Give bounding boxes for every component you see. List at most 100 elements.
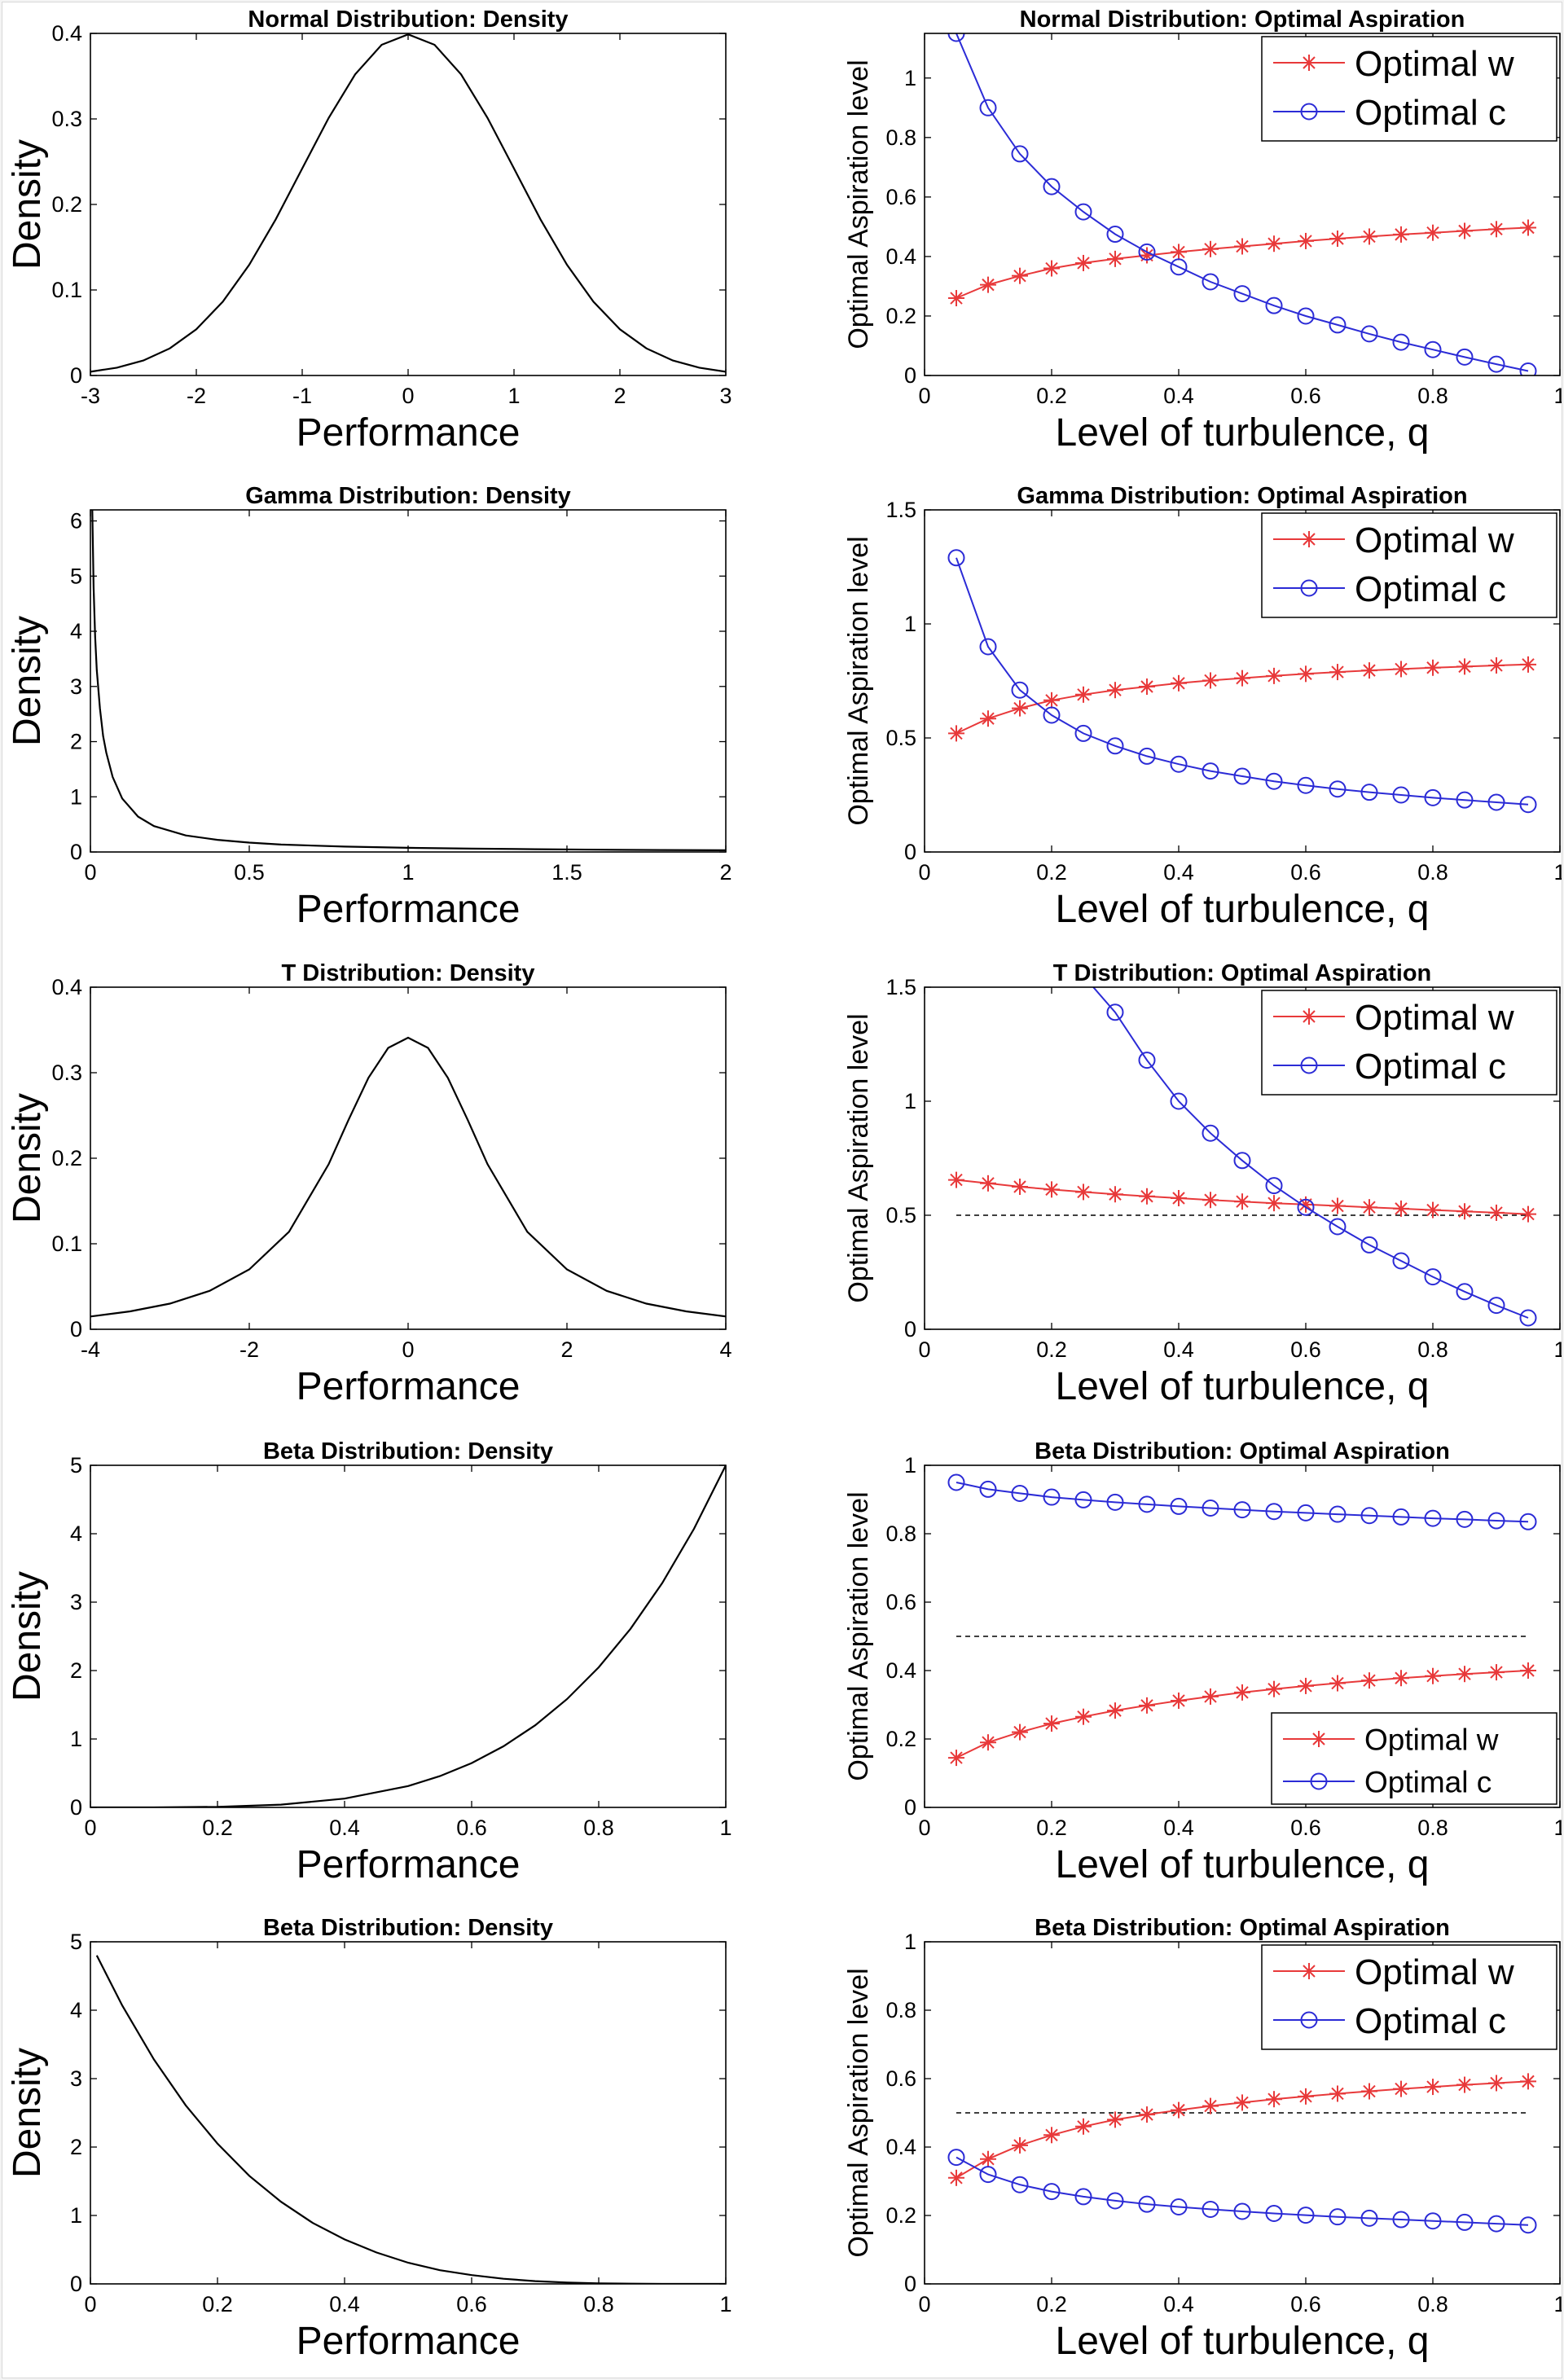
x-tick-label: 1 bbox=[402, 860, 414, 885]
marker-optimal-c bbox=[1106, 2192, 1124, 2210]
marker-optimal-c bbox=[1044, 934, 1060, 950]
legend: Optimal w Optimal c bbox=[1261, 36, 1557, 142]
x-tick-label: 1.5 bbox=[551, 860, 582, 885]
axes-box bbox=[90, 509, 727, 853]
marker-optimal-w bbox=[1234, 670, 1250, 687]
legend-label: Optimal c bbox=[1355, 1047, 1506, 1087]
x-tick-label: 0.8 bbox=[583, 2292, 614, 2316]
marker-optimal-c bbox=[1202, 273, 1219, 291]
plot-area bbox=[90, 33, 726, 373]
marker-optimal-w bbox=[1520, 219, 1536, 236]
marker-optimal-c bbox=[1424, 1509, 1442, 1527]
y-tick-label: 0 bbox=[70, 1317, 82, 1341]
marker-optimal-c bbox=[1297, 776, 1315, 794]
marker-optimal-w bbox=[1107, 250, 1123, 267]
x-tick-label: -3 bbox=[81, 384, 100, 408]
x-tick-label: 0.6 bbox=[1290, 384, 1321, 408]
marker-optimal-w bbox=[980, 276, 996, 293]
x-tick-label: 0.2 bbox=[1036, 2292, 1067, 2316]
marker-optimal-c bbox=[1202, 2200, 1219, 2218]
density-curve bbox=[95, 1955, 726, 2284]
marker-optimal-c bbox=[1170, 1497, 1188, 1515]
chart-title: Normal Distribution: Density bbox=[248, 7, 568, 33]
plot-area bbox=[91, 510, 726, 852]
x-tick-label: 0.2 bbox=[1036, 1816, 1067, 1840]
marker-optimal-w bbox=[1425, 1667, 1441, 1684]
marker-optimal-w bbox=[1425, 224, 1441, 241]
marker-optimal-c bbox=[1392, 333, 1410, 351]
marker-optimal-c bbox=[1424, 788, 1442, 806]
marker-optimal-w bbox=[1393, 661, 1409, 678]
marker-optimal-c bbox=[1138, 747, 1156, 765]
legend-label: Optimal c bbox=[1355, 569, 1506, 609]
x-tick-label: -2 bbox=[239, 1337, 259, 1362]
marker-optimal-w bbox=[1329, 2085, 1346, 2102]
y-tick-label: 3 bbox=[70, 2066, 82, 2091]
marker-optimal-c bbox=[1074, 2188, 1092, 2206]
chart-title: Gamma Distribution: Optimal Aspiration bbox=[1017, 483, 1467, 509]
marker-optimal-w bbox=[1075, 1183, 1092, 1201]
marker-optimal-w bbox=[1520, 1662, 1536, 1679]
density-curve bbox=[90, 33, 726, 373]
y-tick-label: 0.1 bbox=[51, 1232, 82, 1256]
x-axis-label: Performance bbox=[297, 411, 521, 454]
marker-optimal-w bbox=[1329, 1675, 1346, 1692]
marker-optimal-c bbox=[1043, 178, 1061, 195]
y-tick-label: 1 bbox=[904, 1930, 916, 1954]
marker-optimal-w bbox=[1012, 267, 1028, 284]
marker-optimal-w bbox=[1488, 1664, 1505, 1681]
x-tick-label: 0 bbox=[918, 1337, 930, 1362]
marker-optimal-c bbox=[1487, 1297, 1505, 1315]
y-tick-label: 5 bbox=[70, 1930, 82, 1954]
marker-optimal-c bbox=[1106, 226, 1124, 244]
marker-optimal-w bbox=[1361, 1199, 1377, 1216]
marker-optimal-w bbox=[1075, 2118, 1092, 2135]
density-curve bbox=[90, 1465, 726, 1807]
x-tick-label: 0.6 bbox=[1290, 1816, 1321, 1840]
plot-area bbox=[947, 549, 1537, 814]
density-curve bbox=[90, 1036, 726, 1318]
series-line-optimal-c bbox=[956, 557, 1529, 806]
marker-optimal-w bbox=[1202, 672, 1219, 689]
y-tick-label: 1.5 bbox=[885, 498, 916, 522]
y-tick-label: 0.4 bbox=[51, 975, 82, 999]
marker-optimal-w bbox=[1202, 1192, 1219, 1209]
marker-optimal-c bbox=[1074, 1491, 1092, 1508]
series-line-optimal-c bbox=[1092, 987, 1529, 1319]
marker-optimal-w bbox=[1171, 244, 1187, 261]
marker-optimal-w bbox=[1266, 2091, 1282, 2108]
y-tick-label: 4 bbox=[70, 619, 82, 643]
y-tick-label: 0.2 bbox=[51, 192, 82, 217]
marker-optimal-c bbox=[1519, 1309, 1537, 1327]
marker-optimal-w bbox=[1393, 2080, 1409, 2097]
marker-optimal-c bbox=[1074, 203, 1092, 221]
marker-optimal-w bbox=[1234, 1684, 1250, 1701]
legend: Optimal w Optimal c bbox=[1261, 512, 1557, 618]
marker-optimal-c bbox=[1233, 2202, 1251, 2220]
plot-area bbox=[947, 33, 1537, 375]
marker-optimal-w bbox=[1043, 2127, 1060, 2144]
legend-label: Optimal w bbox=[1355, 44, 1514, 84]
marker-optimal-w bbox=[1107, 682, 1123, 699]
marker-optimal-w bbox=[1075, 686, 1092, 703]
x-tick-label: 1 bbox=[1553, 384, 1562, 408]
x-tick-label: 0.4 bbox=[329, 1816, 360, 1840]
x-tick-label: 0.6 bbox=[1290, 2292, 1321, 2316]
marker-optimal-c bbox=[1360, 325, 1378, 343]
y-tick-label: 0 bbox=[70, 363, 82, 388]
marker-optimal-c bbox=[979, 638, 997, 656]
y-tick-label: 6 bbox=[70, 509, 82, 534]
marker-optimal-w bbox=[1012, 1179, 1028, 1195]
y-tick-label: 0.8 bbox=[885, 1998, 916, 2022]
legend: Optimal w Optimal c bbox=[1261, 990, 1557, 1096]
marker-optimal-c bbox=[1360, 2209, 1378, 2227]
y-tick-label: 1.5 bbox=[885, 975, 916, 999]
marker-optimal-w bbox=[1361, 1672, 1377, 1689]
y-tick-label: 1 bbox=[904, 1453, 916, 1478]
marker-optimal-w bbox=[1202, 240, 1219, 257]
legend: Optimal w Optimal c bbox=[1261, 1944, 1557, 2050]
chart-panel-2: Normal Distribution: Optimal Aspiration 0… bbox=[843, 7, 1562, 454]
chart-title: Normal Distribution: Optimal Aspiration bbox=[1020, 7, 1465, 33]
x-tick-label: 4 bbox=[719, 1337, 731, 1362]
